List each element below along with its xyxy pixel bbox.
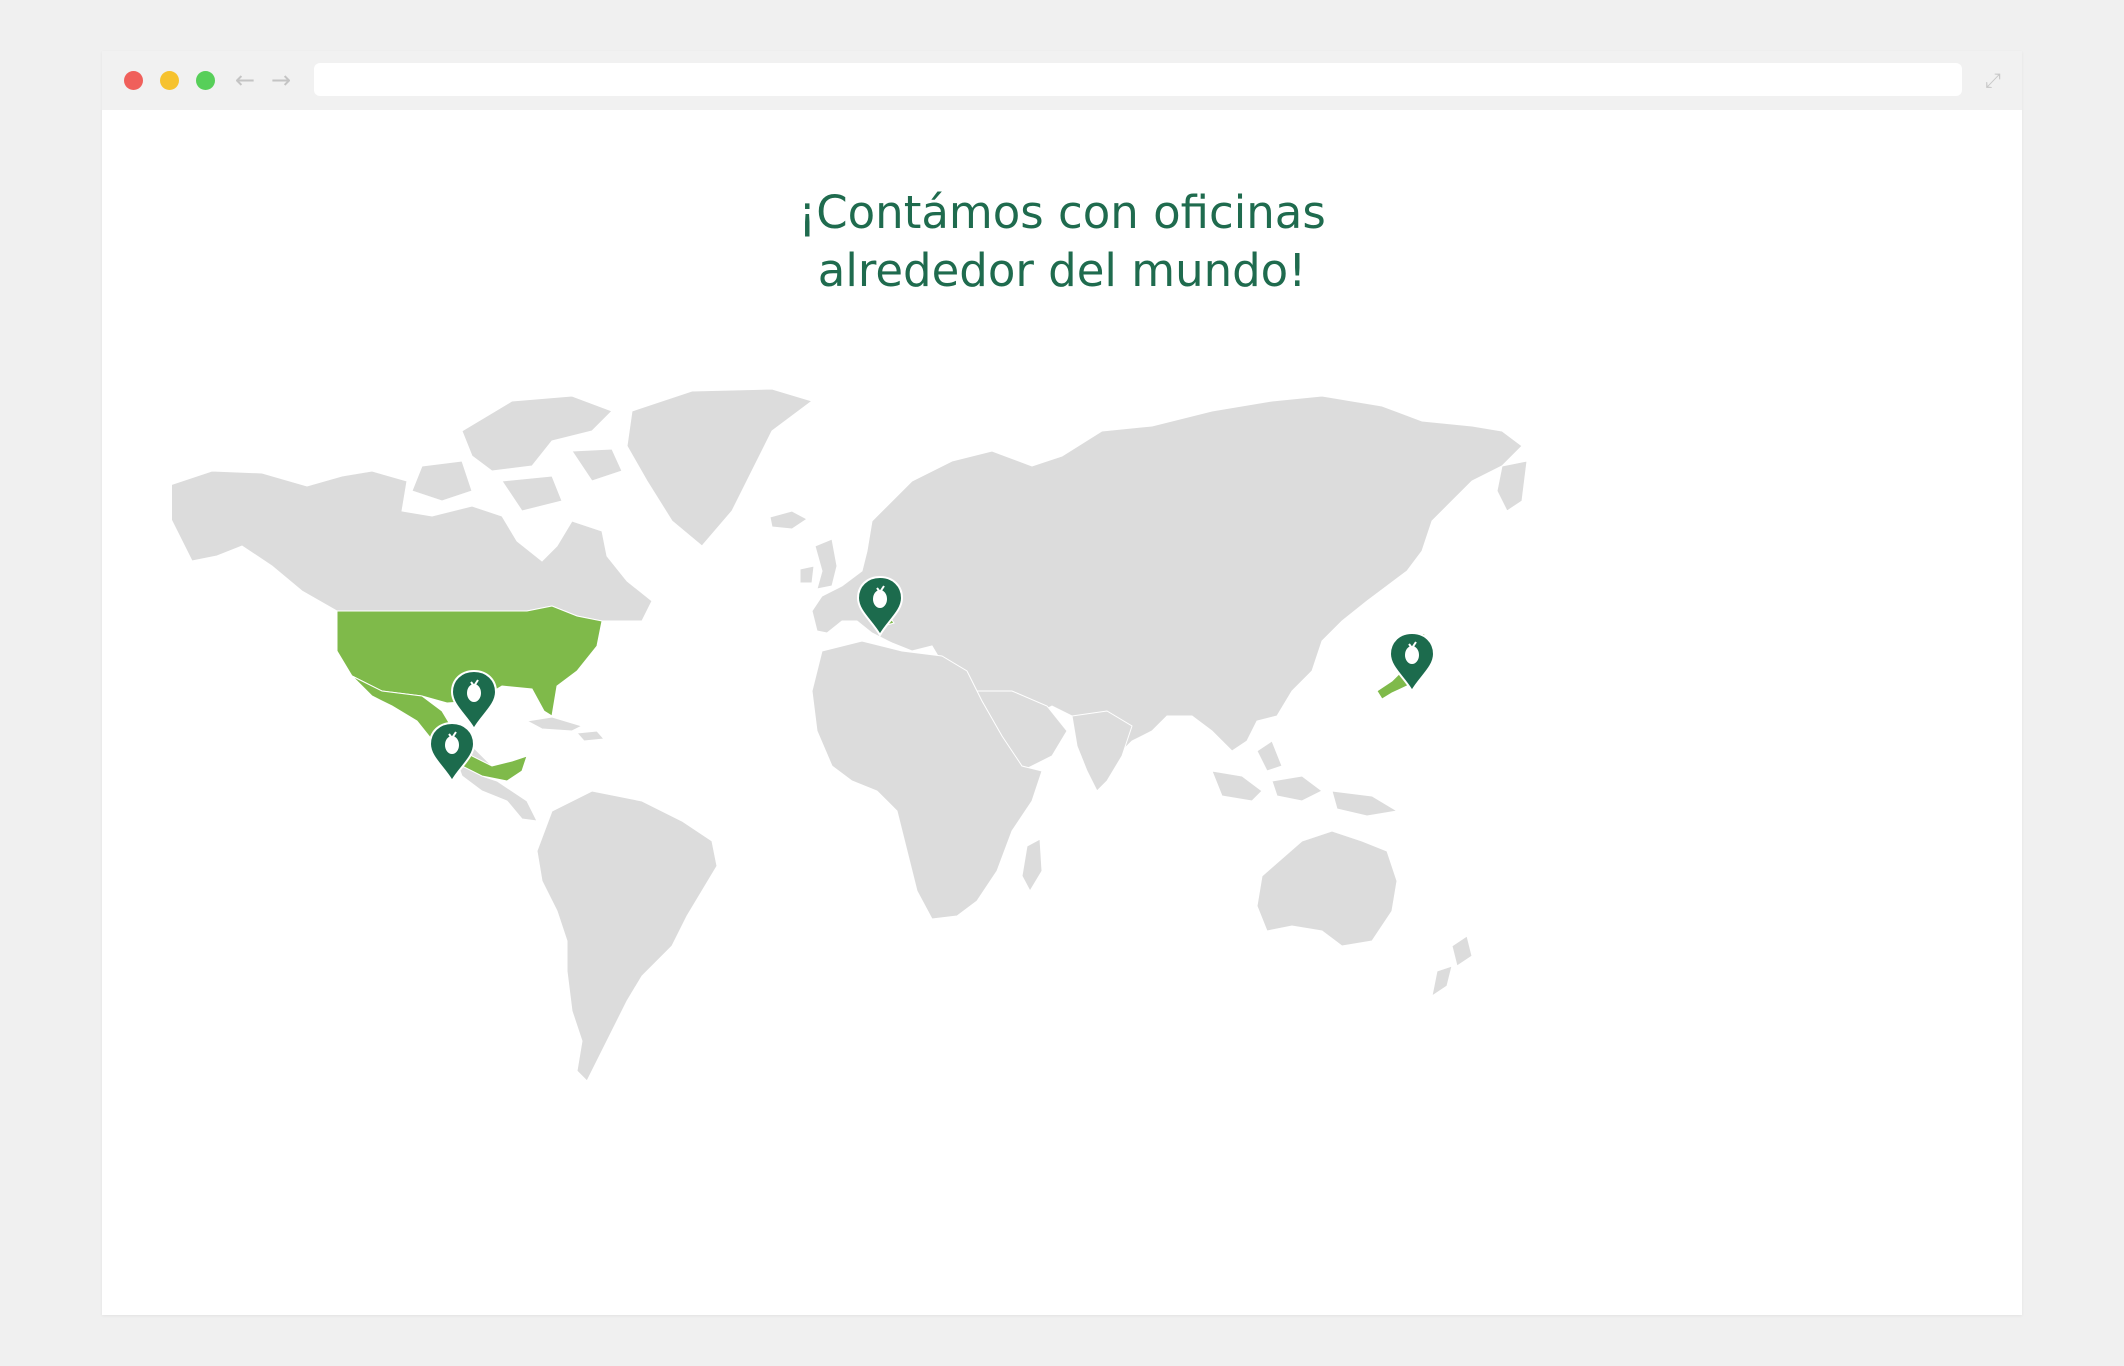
australia [1256, 830, 1398, 947]
minimize-window-button[interactable] [160, 71, 179, 90]
headline-line-1: ¡Contámos con oficinas [798, 186, 1326, 239]
iceland [769, 510, 808, 530]
canada-arctic-islands [411, 395, 623, 512]
leaf-pin-icon[interactable] [428, 721, 476, 784]
canada-alaska [166, 470, 653, 622]
headline-line-2: alrededor del mundo! [817, 244, 1307, 297]
leaf-pin-icon[interactable] [450, 669, 498, 732]
kamchatka [1496, 460, 1528, 512]
page-title: ¡Contámos con oficinas alrededor del mun… [102, 184, 2022, 300]
maximize-window-button[interactable] [196, 71, 215, 90]
land-masses [166, 388, 1528, 1082]
caribbean [525, 716, 606, 742]
world-map-svg [166, 388, 1528, 1082]
india [1071, 710, 1133, 792]
uk-ireland [799, 538, 838, 590]
office-pins [428, 575, 1436, 784]
eurasia [811, 395, 1523, 772]
arrow-left-icon[interactable]: ← [234, 66, 256, 94]
expand-arrows-icon[interactable]: ⤢ [1985, 68, 2001, 92]
se-asia-islands [1211, 740, 1399, 817]
arrow-right-icon[interactable]: → [270, 66, 292, 94]
leaf-pin-icon[interactable] [856, 575, 904, 638]
new-zealand [1431, 935, 1473, 998]
address-bar[interactable] [314, 63, 1962, 96]
browser-window: ← → ⤢ ¡Contámos con oficinas alrededor d… [102, 51, 2022, 1315]
africa [811, 640, 1043, 920]
madagascar [1021, 838, 1043, 893]
world-map [166, 371, 1972, 1311]
south-america [536, 790, 718, 1082]
browser-titlebar: ← → ⤢ [102, 51, 2022, 110]
greenland [626, 388, 814, 547]
leaf-pin-icon[interactable] [1388, 631, 1436, 694]
close-window-button[interactable] [124, 71, 143, 90]
